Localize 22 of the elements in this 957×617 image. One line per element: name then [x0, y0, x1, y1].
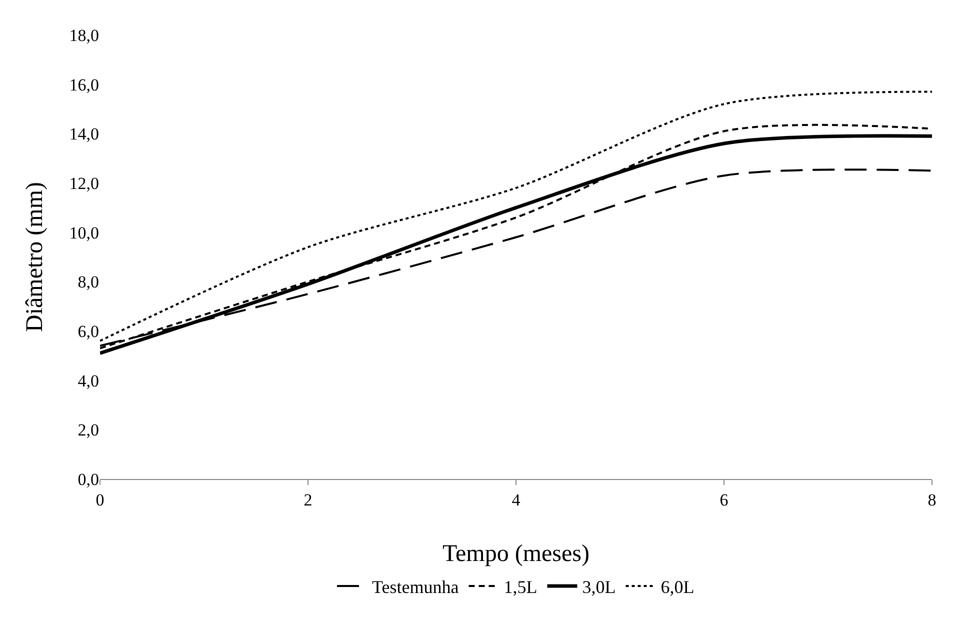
- legend-label: 1,5L: [504, 577, 538, 598]
- x-tick-label: 2: [304, 490, 312, 510]
- x-axis-title: Tempo (meses): [442, 541, 590, 567]
- x-tick-label: 6: [720, 490, 728, 510]
- y-tick-label: 10,0: [69, 223, 99, 242]
- line-series: [100, 90, 932, 342]
- y-tick-label: 8,0: [78, 272, 99, 292]
- y-tick-label: 18,0: [69, 26, 99, 45]
- legend-label: 3,0L: [582, 577, 616, 598]
- y-tick-label: 12,0: [69, 174, 99, 193]
- y-tick-label: 2,0: [78, 420, 99, 440]
- legend-label: Testemunha: [372, 577, 459, 598]
- legend-label: 6,0L: [660, 577, 694, 598]
- x-tick-label: 4: [512, 490, 521, 510]
- y-tick-label: 14,0: [69, 124, 99, 144]
- y-tick-label: 6,0: [78, 322, 99, 341]
- y-tick-label: 16,0: [69, 75, 99, 94]
- x-tick-label: 0: [96, 490, 104, 510]
- x-tick-label: 8: [928, 490, 936, 510]
- y-tick-label: 4,0: [78, 371, 99, 390]
- y-tick-label: 0,0: [78, 470, 99, 489]
- y-axis-title: Diâmetro (mm): [22, 182, 48, 332]
